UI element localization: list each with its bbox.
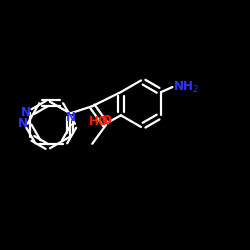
Text: N: N (18, 117, 28, 130)
Text: N: N (66, 111, 76, 124)
Text: NH$_2$: NH$_2$ (173, 80, 199, 94)
Text: N: N (21, 106, 31, 119)
Text: HO: HO (89, 115, 108, 128)
Text: O: O (102, 114, 112, 127)
